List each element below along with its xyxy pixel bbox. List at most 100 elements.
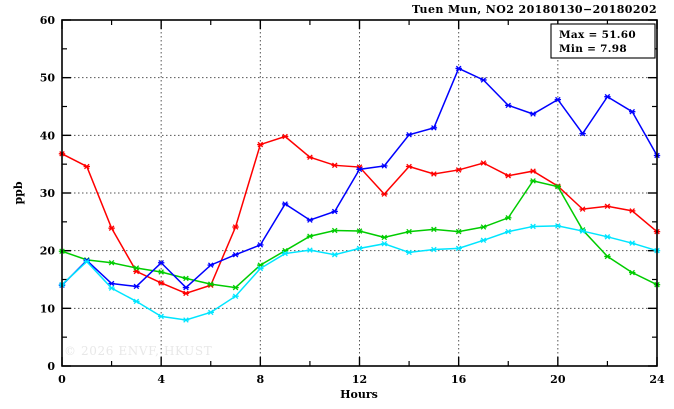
data-point-marker [133, 298, 140, 305]
x-tick-label: 16 [451, 373, 467, 386]
data-point-marker [579, 228, 586, 234]
data-point-marker [281, 201, 289, 207]
data-point-marker [133, 265, 140, 271]
data-point-marker [108, 285, 115, 291]
data-point-marker [257, 141, 264, 148]
data-point-marker [579, 206, 586, 212]
data-point-marker [455, 65, 462, 72]
y-axis-label: ppb [12, 181, 25, 204]
data-point-marker [554, 223, 562, 229]
stats-legend-box [550, 23, 656, 59]
data-point-marker [281, 133, 289, 140]
y-tick-label: 20 [40, 245, 56, 258]
data-point-marker [480, 237, 487, 244]
data-point-marker [207, 262, 214, 268]
data-point-marker [529, 223, 537, 230]
data-point-marker [207, 281, 214, 287]
data-point-marker [331, 162, 338, 169]
max-value-label: Max = 51.60 [559, 29, 636, 41]
data-point-marker [505, 215, 512, 221]
data-point-marker [405, 249, 413, 256]
data-point-marker [157, 269, 165, 275]
data-point-marker [232, 251, 239, 258]
data-point-marker [157, 280, 165, 286]
data-point-marker [108, 280, 115, 287]
data-point-marker [505, 172, 512, 179]
data-point-marker [182, 290, 190, 297]
y-tick-label: 10 [40, 302, 56, 315]
watermark: © 2026 ENVF, HKUST [64, 344, 212, 358]
data-point-marker [505, 228, 512, 235]
x-tick-label: 12 [352, 373, 367, 386]
data-point-marker [306, 154, 314, 161]
data-point-marker [381, 234, 388, 241]
data-point-marker [430, 226, 438, 233]
data-point-marker [381, 191, 388, 197]
x-tick-label: 20 [550, 373, 566, 386]
x-axis-tick-labels: 0 4 8 12 16 20 24 [58, 373, 665, 386]
plot-frame [61, 19, 658, 367]
data-point-marker [108, 225, 115, 231]
series-cyan [58, 223, 661, 323]
data-series-layer [58, 65, 661, 323]
data-point-marker [306, 217, 314, 223]
data-point-marker [554, 96, 562, 103]
gridlines [62, 20, 657, 366]
data-point-marker [257, 242, 264, 248]
data-point-marker [356, 228, 363, 234]
x-tick-label: 8 [257, 373, 265, 386]
data-point-marker [604, 203, 611, 210]
stats-legend: Max = 51.60 Min = 7.98 [550, 23, 656, 59]
data-point-marker [430, 246, 438, 253]
series-blue [58, 65, 661, 291]
data-point-marker [232, 284, 239, 291]
data-point-marker [480, 77, 487, 83]
data-point-marker [157, 313, 165, 320]
data-point-marker [331, 208, 338, 215]
data-point-marker [232, 293, 239, 299]
data-point-marker [182, 284, 190, 291]
data-point-marker [480, 160, 487, 166]
min-value-label: Min = 7.98 [559, 43, 627, 55]
data-point-marker [480, 224, 487, 230]
data-point-marker [430, 171, 438, 177]
data-point-marker [529, 178, 537, 184]
y-tick-label: 40 [40, 129, 56, 142]
data-point-marker [331, 251, 338, 258]
data-point-marker [629, 208, 636, 214]
y-tick-label: 30 [40, 187, 56, 200]
data-point-marker [232, 224, 239, 230]
x-tick-label: 24 [649, 373, 665, 386]
data-point-marker [133, 283, 140, 290]
data-point-marker [331, 227, 338, 234]
data-point-marker [83, 163, 90, 170]
data-point-marker [604, 234, 611, 240]
data-point-marker [306, 233, 314, 240]
data-point-marker [529, 111, 537, 117]
y-tick-label: 60 [40, 14, 56, 27]
data-point-marker [554, 183, 562, 190]
data-point-marker [455, 228, 462, 235]
data-point-marker [430, 125, 438, 131]
data-point-marker [182, 275, 190, 282]
data-point-marker [207, 309, 214, 316]
data-point-marker [356, 166, 363, 173]
data-point-marker [405, 163, 413, 170]
data-point-marker [529, 168, 537, 174]
y-tick-label: 0 [47, 360, 55, 373]
y-tick-label: 50 [40, 72, 56, 85]
data-point-marker [455, 167, 462, 173]
data-point-marker [604, 253, 611, 260]
x-tick-label: 4 [157, 373, 165, 386]
x-tick-label: 0 [58, 373, 66, 386]
data-point-marker [356, 245, 363, 252]
data-point-marker [157, 260, 165, 266]
data-point-marker [505, 102, 512, 109]
y-axis-tick-labels: 0 10 20 30 40 50 60 [40, 14, 56, 373]
data-point-marker [281, 250, 289, 257]
data-point-marker [83, 258, 90, 265]
data-point-marker [182, 317, 190, 323]
data-point-marker [405, 228, 413, 235]
data-point-marker [381, 240, 388, 247]
